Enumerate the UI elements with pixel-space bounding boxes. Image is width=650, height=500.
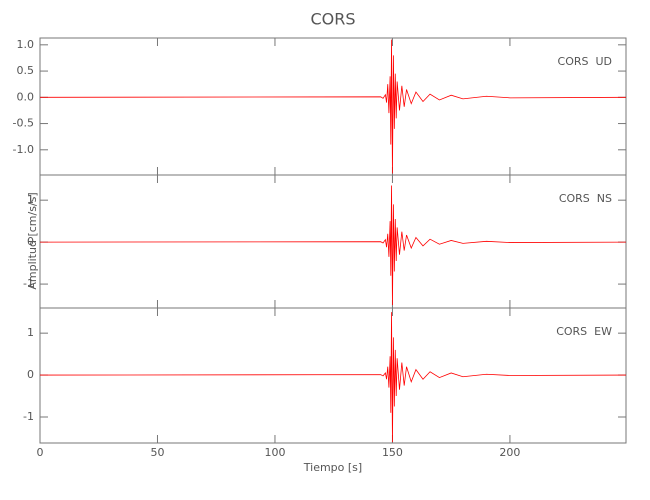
- panel-annotation: CORS NS: [559, 192, 612, 205]
- y-tick-label: 0.0: [17, 90, 35, 103]
- x-tick-label: 200: [499, 446, 520, 459]
- y-axis-label: Amplitud [cm/s/s]: [26, 192, 39, 289]
- y-tick-label: -1: [23, 277, 34, 290]
- chart-title: CORS: [310, 10, 355, 29]
- panel-annotation: CORS EW: [556, 325, 612, 338]
- y-tick-label: -1.0: [13, 143, 34, 156]
- waveform: [39, 39, 627, 174]
- x-tick-label: 150: [382, 446, 403, 459]
- panel-frame: [39, 37, 627, 176]
- y-tick-label: 0: [27, 235, 34, 248]
- x-axis-label: Tiempo [s]: [303, 461, 362, 474]
- y-tick-label: -0.5: [13, 117, 34, 130]
- y-tick-label: 0.5: [17, 64, 35, 77]
- y-tick-label: 1: [27, 193, 34, 206]
- x-tick-label: 0: [37, 446, 44, 459]
- x-tick-label: 100: [264, 446, 285, 459]
- y-tick-label: 1.0: [17, 38, 35, 51]
- waveform: [39, 312, 627, 443]
- y-tick-label: 1: [27, 326, 34, 339]
- y-tick-label: -1: [23, 410, 34, 423]
- waveform: [39, 185, 627, 306]
- x-tick-label: 50: [150, 446, 164, 459]
- panel-annotation: CORS UD: [558, 55, 612, 68]
- y-tick-label: 0: [27, 368, 34, 381]
